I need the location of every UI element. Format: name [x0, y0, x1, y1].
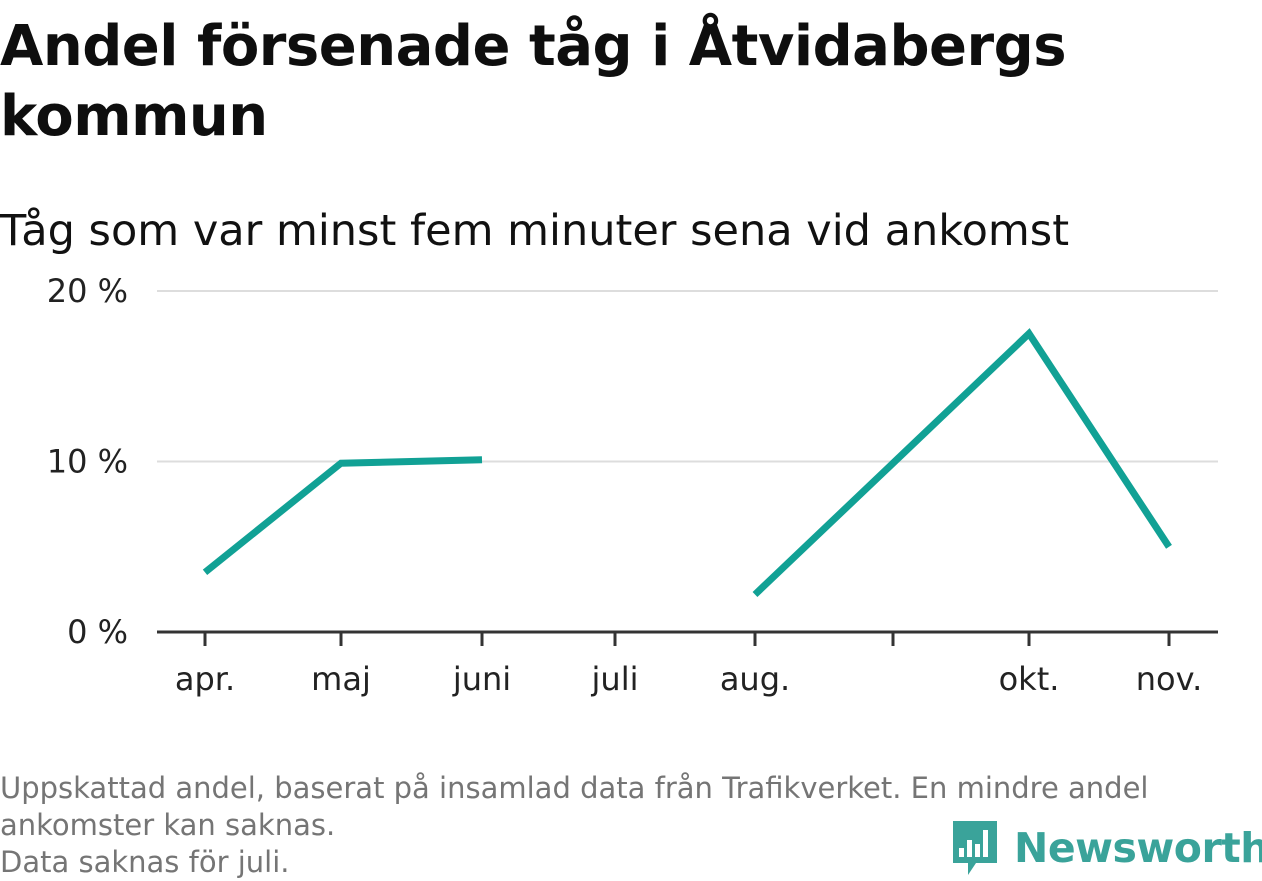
x-tick-label: maj	[311, 660, 371, 698]
newsworthy-logo-icon	[953, 821, 997, 875]
y-tick-label: 0 %	[67, 613, 128, 651]
x-tick-label: juli	[591, 660, 639, 698]
x-tick-label: apr.	[175, 660, 235, 698]
x-tick-label: aug.	[720, 660, 790, 698]
x-tick-label: nov.	[1136, 660, 1202, 698]
series-line	[202, 456, 483, 576]
gridlines	[157, 290, 1218, 463]
y-tick-label: 10 %	[47, 443, 128, 481]
footnote: Uppskattad andel, baserat på insamlad da…	[0, 770, 1250, 881]
y-axis-ticks: 0 % 10 % 20 %	[47, 272, 128, 651]
chart-title: Andel försenade tåg i Åtvidabergs kommun	[0, 14, 1067, 149]
y-tick-label: 20 %	[47, 272, 128, 310]
footnote-missing-data: Data saknas för juli.	[0, 845, 290, 879]
x-tick-label: okt.	[999, 660, 1060, 698]
x-axis: apr. maj juni juli aug. okt. nov.	[157, 630, 1218, 698]
chart-subtitle: Tåg som var minst fem minuter sena vid a…	[0, 206, 1070, 256]
footnote-source: Uppskattad andel, baserat på insamlad da…	[0, 771, 1149, 842]
brand-name: Newsworthy	[1014, 824, 1262, 872]
x-tick-label: juni	[452, 660, 511, 698]
series-line	[752, 328, 1172, 598]
brand-logo: Newsworthy	[950, 818, 1262, 878]
series-lines	[202, 328, 1172, 598]
